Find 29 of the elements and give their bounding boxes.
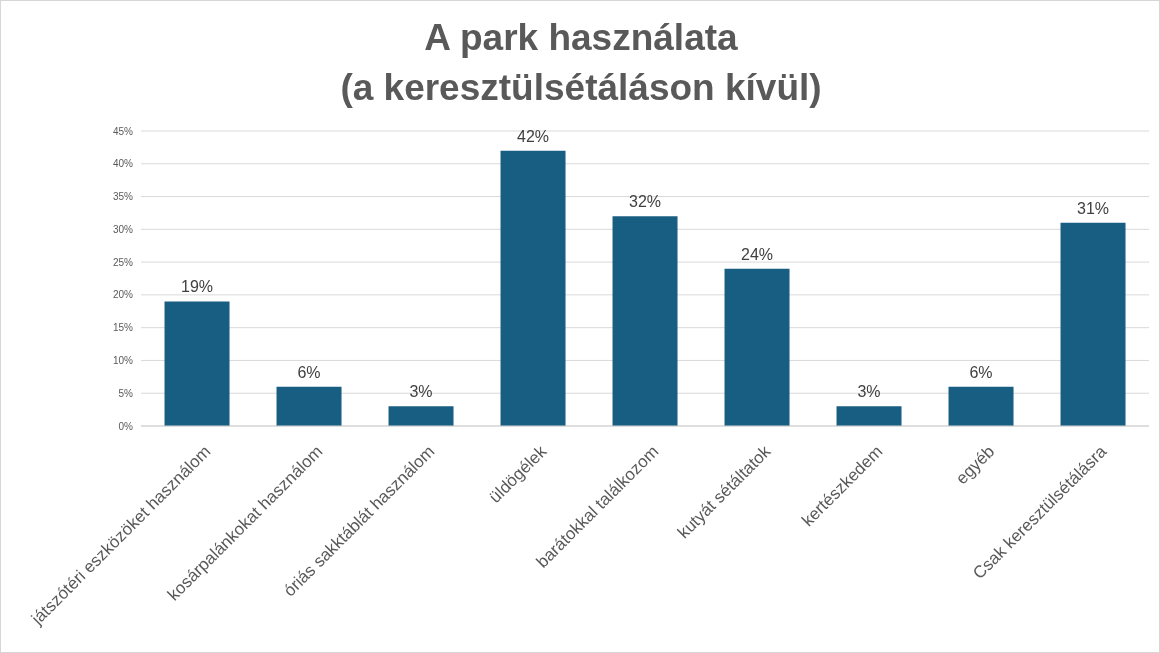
y-tick-label: 35%	[112, 191, 134, 203]
bar	[164, 301, 230, 426]
data-label: 6%	[969, 363, 993, 381]
y-tick-label: 10%	[112, 354, 134, 366]
y-tick-label: 20%	[112, 289, 134, 301]
y-tick-label: 30%	[112, 223, 134, 235]
data-label: 19%	[181, 278, 214, 296]
bar	[1060, 222, 1126, 426]
data-label: 6%	[297, 363, 321, 381]
y-tick-label: 5%	[118, 387, 134, 399]
y-tick-label: 40%	[112, 158, 134, 170]
data-label: 3%	[857, 383, 881, 401]
data-label: 3%	[409, 383, 433, 401]
y-tick-label: 15%	[112, 322, 134, 334]
y-tick-label: 45%	[112, 125, 134, 137]
bar	[388, 406, 454, 426]
bar	[276, 386, 342, 426]
bar	[948, 386, 1014, 426]
bar	[612, 216, 678, 426]
bar	[724, 268, 790, 426]
data-label: 32%	[629, 193, 662, 211]
y-tick-label: 25%	[112, 256, 134, 268]
bar	[836, 406, 902, 426]
bar	[500, 150, 566, 426]
y-tick-label: 0%	[118, 420, 134, 432]
chart-title: A park használata (a keresztülsétáláson kívül)	[339, 16, 823, 110]
data-label: 24%	[741, 245, 774, 263]
data-label: 42%	[517, 127, 550, 145]
data-label: 31%	[1077, 199, 1110, 217]
